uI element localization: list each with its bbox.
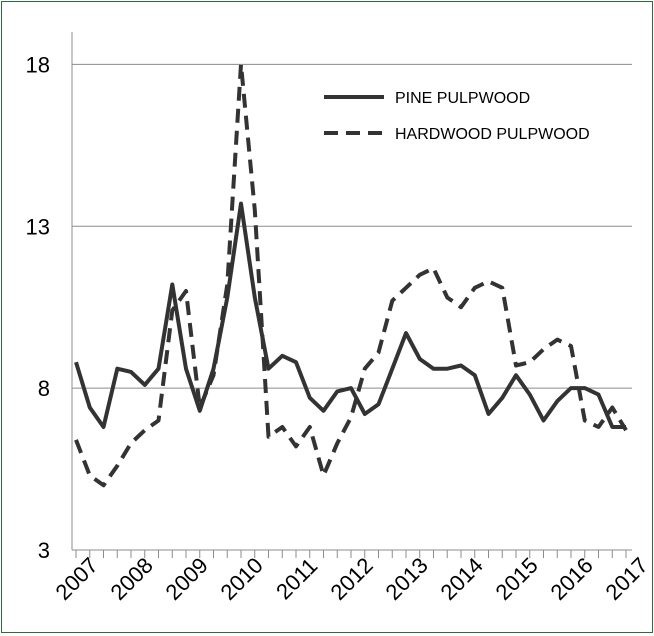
y-tick-label: 8: [38, 376, 50, 401]
gridlines: [72, 63, 632, 389]
legend: PINE PULPWOOD HARDWOOD PULPWOOD: [324, 90, 590, 143]
series-line-hardwood: [74, 62, 628, 488]
series-line-pine: [74, 201, 626, 429]
x-tick-label: 2008: [106, 553, 158, 605]
x-tick-label: 2013: [381, 553, 433, 605]
x-tick-label: 2014: [436, 553, 488, 605]
series-lines: [74, 62, 628, 488]
x-tick-label: 2007: [51, 553, 103, 605]
y-tick-label: 3: [38, 538, 50, 563]
x-tick-label: 2009: [161, 553, 213, 605]
x-tick-labels: 2007 2008 2009 2010 2011 2012 2013 2014 2015 2016…: [51, 553, 653, 605]
x-tick-label: 2010: [216, 553, 268, 605]
x-tick-label: 2016: [546, 553, 598, 605]
x-tick-label: 2015: [491, 553, 543, 605]
axes: [71, 32, 632, 551]
x-tick-label: 2012: [326, 553, 378, 605]
x-tick-label: 2017: [601, 553, 653, 605]
y-tick-label: 13: [26, 214, 50, 239]
y-tick-labels: 3 8 13 18: [26, 52, 50, 563]
x-ticks: [75, 550, 627, 558]
legend-label-hardwood: HARDWOOD PULPWOOD: [395, 126, 590, 143]
x-tick-label: 2011: [271, 553, 322, 604]
legend-label-pine: PINE PULPWOOD: [395, 90, 530, 107]
y-tick-label: 18: [26, 52, 50, 77]
